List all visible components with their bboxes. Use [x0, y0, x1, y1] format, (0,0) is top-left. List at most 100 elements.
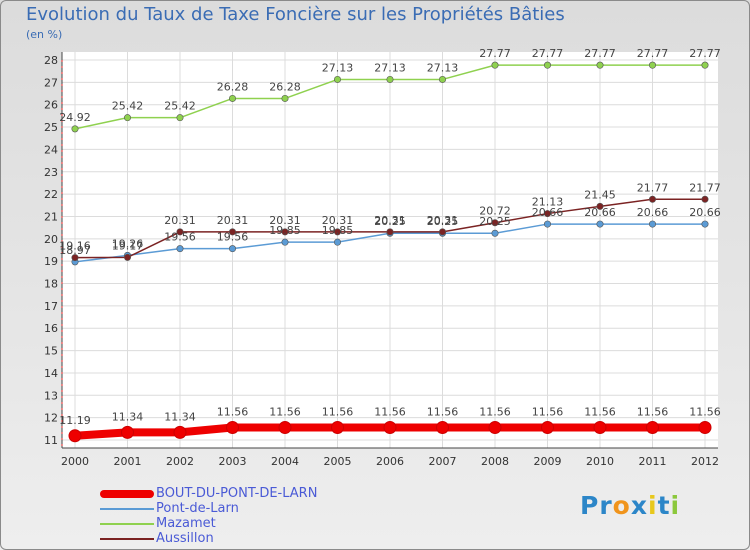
legend-label: Mazamet [156, 516, 216, 531]
data-label: 27.77 [532, 47, 564, 60]
x-tick-label: 2009 [534, 455, 562, 468]
data-label: 21.77 [637, 181, 669, 194]
data-point [71, 125, 79, 133]
data-point [386, 228, 394, 236]
data-point [281, 94, 289, 102]
data-point [229, 228, 237, 236]
label-layer: 11.19 11.34 11.34 11.56 11.56 11.56 11.56 11.56… [59, 47, 721, 427]
y-tick-label: 12 [44, 412, 58, 425]
data-label: 11.56 [584, 405, 616, 418]
data-label: 19.56 [217, 231, 249, 244]
legend-swatch [100, 537, 154, 540]
data-point [436, 420, 449, 434]
data-label: 27.77 [479, 47, 511, 60]
data-label: 27.13 [322, 61, 354, 74]
data-point [646, 420, 659, 434]
x-tick-label: 2000 [61, 455, 89, 468]
x-tick-label: 2010 [586, 455, 614, 468]
data-point [333, 75, 341, 83]
y-tick-label: 18 [44, 278, 58, 291]
data-point [173, 425, 187, 439]
y-tick-label: 17 [44, 300, 58, 313]
logo-letter: i [648, 491, 658, 520]
logo-letter: o [612, 491, 631, 520]
data-point [124, 253, 132, 261]
y-tick-label: 11 [44, 434, 58, 447]
data-point [229, 94, 237, 102]
y-axis-unit: (en %) [26, 28, 63, 41]
data-point [438, 228, 446, 236]
data-label: 19.16 [59, 240, 91, 253]
logo-letter: P [580, 491, 600, 520]
data-point [596, 202, 604, 210]
data-point [698, 420, 712, 434]
data-point [648, 195, 656, 203]
y-tick-label: 20 [44, 233, 58, 246]
data-label: 27.77 [637, 47, 669, 60]
data-label: 11.56 [269, 405, 301, 418]
data-point [593, 420, 607, 434]
y-tick-label: 19 [44, 255, 58, 268]
data-point [71, 254, 79, 262]
data-label: 19.56 [164, 231, 196, 244]
data-label: 19.85 [322, 224, 354, 237]
data-label: 26.28 [217, 80, 249, 93]
logo-letter: t [657, 491, 671, 520]
x-tick-label: 2012 [691, 455, 719, 468]
y-tick-label: 25 [44, 121, 58, 134]
data-label: 20.25 [479, 215, 511, 228]
data-label: 19.85 [269, 224, 301, 237]
data-point [491, 61, 499, 69]
y-tick-label: 22 [44, 188, 58, 201]
data-label: 27.13 [427, 61, 459, 74]
x-tick-label: 2003 [219, 455, 247, 468]
data-point [438, 75, 446, 83]
legend-label: BOUT-DU-PONT-DE-LARN [156, 486, 318, 501]
data-label: 20.72 [479, 205, 511, 218]
data-point [333, 228, 341, 236]
data-label: 11.56 [217, 405, 249, 418]
data-point [701, 61, 709, 69]
data-label: 21.45 [584, 188, 616, 201]
grid-layer [62, 52, 718, 448]
data-label: 11.34 [164, 410, 196, 423]
data-label: 24.92 [59, 111, 91, 124]
data-label: 20.66 [637, 206, 669, 219]
data-point [491, 229, 499, 237]
data-label: 19.26 [112, 237, 144, 250]
data-label: 11.34 [112, 410, 144, 423]
y-tick-label: 26 [44, 99, 58, 112]
data-label: 20.25 [427, 215, 459, 228]
data-point [541, 420, 554, 434]
data-point [176, 245, 184, 253]
y-tick-label: 16 [44, 322, 58, 335]
x-tick-label: 2007 [429, 455, 457, 468]
series-layer [68, 61, 712, 443]
legend-swatch [100, 522, 154, 525]
data-label: 20.31 [217, 214, 249, 227]
data-label: 20.31 [164, 214, 196, 227]
data-label: 11.56 [532, 405, 564, 418]
x-tick-label: 2002 [166, 455, 194, 468]
data-label: 20.31 [374, 214, 406, 227]
data-point [488, 420, 502, 434]
chart-legend: BOUT-DU-PONT-DE-LARN Pont-de-Larn Mazamet A… [100, 486, 317, 546]
data-point [386, 75, 394, 83]
data-label: 21.77 [689, 181, 721, 194]
logo-letter: x [630, 491, 648, 520]
data-point [226, 420, 239, 434]
y-tick-label: 13 [44, 389, 58, 402]
data-point [124, 114, 132, 122]
data-point [121, 425, 134, 439]
legend-label: Aussillon [156, 531, 214, 546]
x-tick-label: 2011 [639, 455, 667, 468]
data-label: 27.77 [584, 47, 616, 60]
data-label: 20.66 [689, 206, 721, 219]
data-point [333, 238, 341, 246]
legend-item: Mazamet [100, 516, 317, 531]
data-label: 21.13 [532, 196, 564, 209]
logo-letter: r [599, 491, 613, 520]
data-point [68, 429, 82, 443]
data-point [383, 420, 397, 434]
